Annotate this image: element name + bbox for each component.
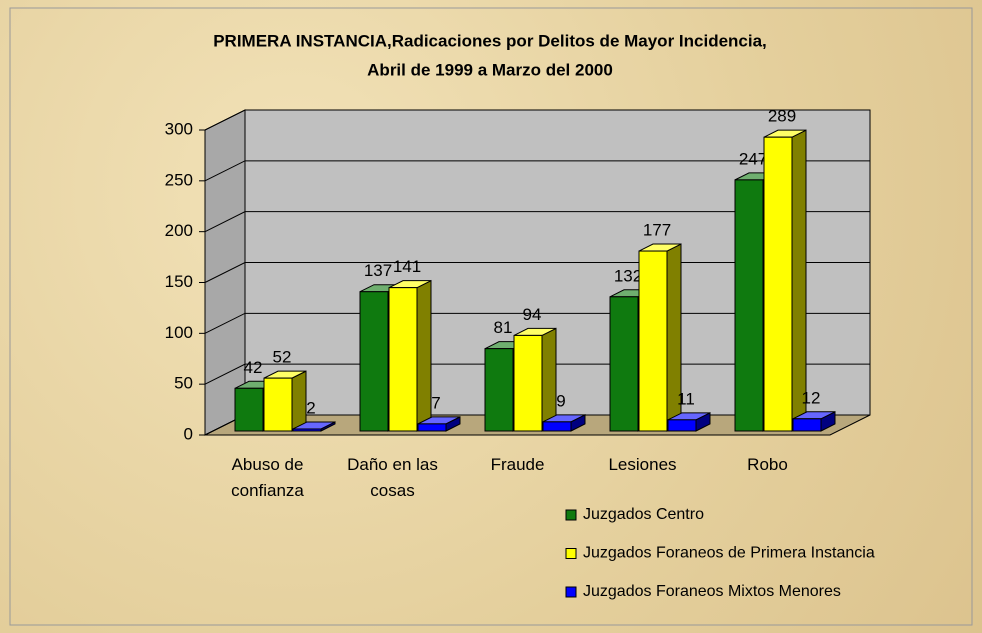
value-label: 94 (523, 305, 542, 324)
x-tick-label: Robo (747, 455, 788, 474)
value-label: 177 (643, 221, 671, 240)
y-tick-label: 250 (165, 170, 193, 189)
bar-side (291, 370, 307, 432)
bar (388, 287, 418, 432)
bar (292, 428, 322, 432)
x-tick-label: Lesiones (608, 455, 677, 474)
bar-side (541, 327, 557, 432)
value-label: 289 (768, 107, 796, 126)
value-label: 137 (364, 261, 392, 280)
x-tick-label: Daño en las cosas (347, 455, 438, 500)
legend-label: Juzgados Foraneos Mixtos Menores (583, 583, 841, 600)
grid-line (204, 109, 870, 131)
y-tick-label: 200 (165, 221, 193, 240)
bar (792, 418, 822, 432)
value-label: 141 (393, 257, 421, 276)
y-tick-label: 150 (165, 272, 193, 291)
chart-title: Abril de 1999 a Marzo del 2000 (367, 60, 613, 79)
value-label: 247 (739, 149, 767, 168)
bar (667, 419, 697, 432)
chart-title: PRIMERA INSTANCIA,Radicaciones por Delit… (213, 31, 767, 50)
bar (359, 291, 389, 432)
bar (234, 387, 264, 432)
bar (417, 423, 447, 432)
legend-label: Juzgados Centro (583, 506, 704, 523)
bar (513, 334, 543, 432)
value-label: 11 (677, 389, 695, 408)
value-label: 42 (244, 358, 263, 377)
bar (542, 421, 572, 432)
bar (734, 179, 764, 432)
legend-swatch (565, 548, 577, 559)
bar (263, 377, 293, 432)
grid-line (204, 160, 870, 182)
bar (638, 250, 668, 432)
bar-side (791, 129, 807, 432)
value-label: 2 (306, 398, 315, 417)
value-label: 9 (556, 391, 565, 410)
bar (763, 136, 793, 432)
chart-border (9, 7, 973, 626)
value-label: 52 (273, 348, 292, 367)
legend-swatch (565, 509, 577, 521)
y-tick-label: 300 (165, 119, 193, 138)
y-tick-label: 50 (174, 374, 193, 393)
value-label: 81 (494, 318, 513, 337)
value-label: 132 (614, 266, 642, 285)
value-label: 12 (802, 388, 821, 407)
value-label: 7 (431, 393, 440, 412)
x-tick-label: Fraude (490, 455, 545, 474)
grid-line (204, 211, 870, 233)
bar-side (416, 279, 432, 432)
y-tick-label: 0 (184, 424, 193, 443)
legend-swatch (565, 586, 577, 598)
bar (609, 296, 639, 432)
y-tick-label: 100 (165, 323, 193, 342)
bar (484, 348, 514, 432)
legend-label: Juzgados Foraneos de Primera Instancia (583, 545, 875, 562)
x-tick-label: Abuso de confianza (231, 455, 304, 500)
